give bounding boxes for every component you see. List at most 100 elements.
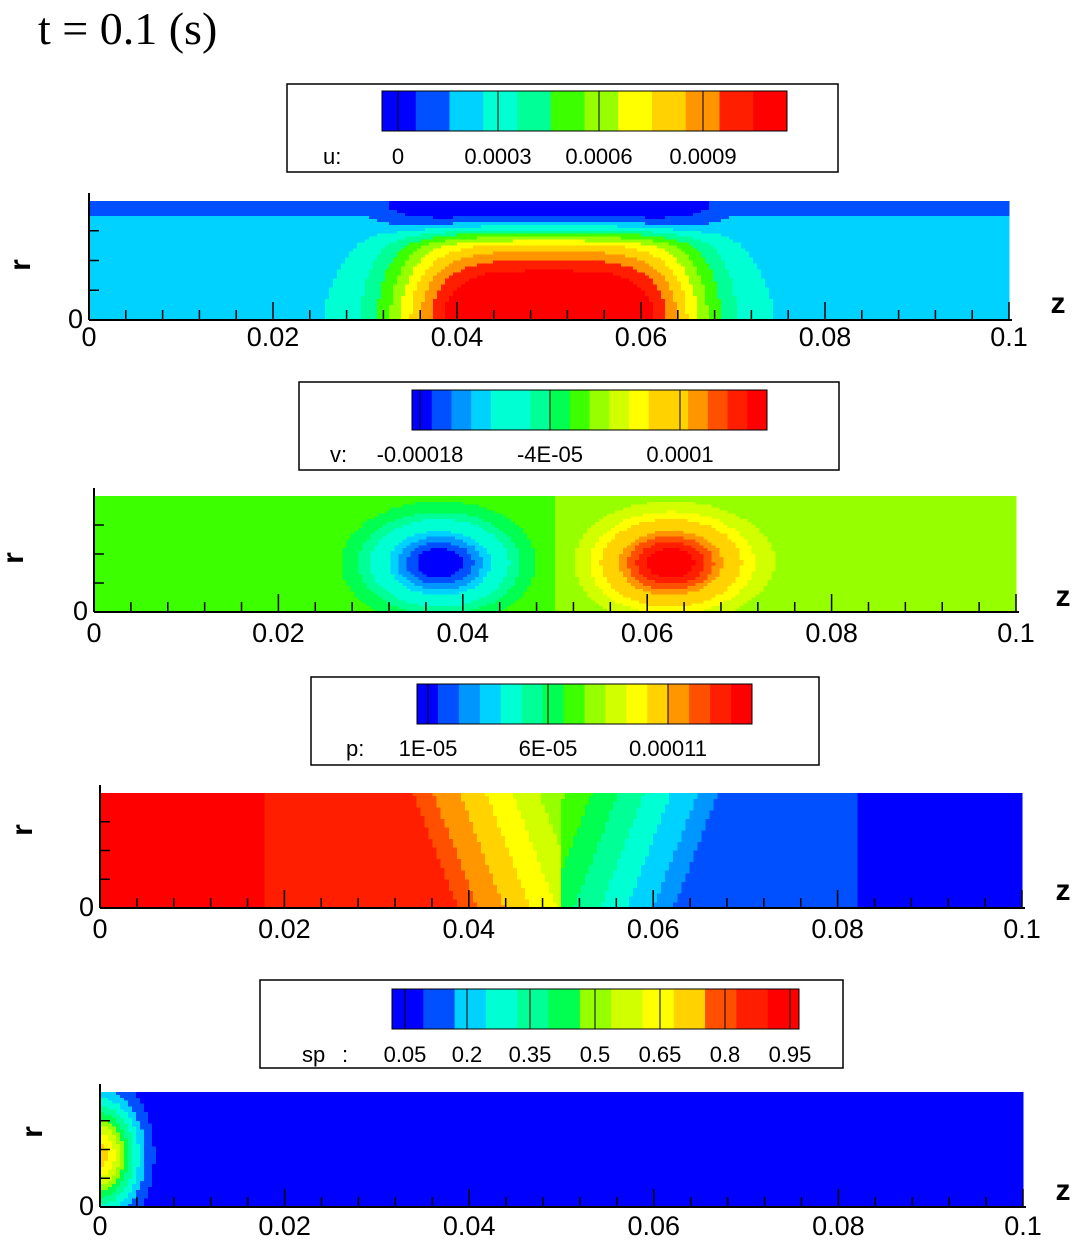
contour-cell [599, 559, 612, 564]
contour-cell [398, 556, 408, 561]
contour-cell [498, 597, 520, 601]
contour-cell [94, 507, 392, 512]
contour-cell [148, 1117, 1024, 1122]
contour-cell [94, 559, 344, 564]
contour-cell [577, 833, 602, 837]
contour-cell [512, 862, 542, 866]
contour-cell [735, 580, 749, 584]
contour-cell [585, 882, 610, 886]
contour-cell [508, 850, 538, 854]
contour-cell [767, 539, 1017, 543]
contour-cell [108, 1126, 117, 1130]
contour-cell [494, 510, 556, 514]
contour-cell [458, 597, 480, 601]
contour-cell [445, 254, 474, 259]
contour-cell [524, 887, 550, 892]
contour-cell [100, 1120, 109, 1125]
contour-cell [490, 565, 500, 570]
contour-cell [677, 305, 686, 309]
contour-cell [374, 609, 408, 613]
contour-cell [759, 530, 1017, 535]
contour-cell [761, 272, 1010, 276]
contour-cell [555, 591, 588, 596]
contour-cell [112, 1129, 117, 1133]
contour-cell [673, 850, 694, 854]
contour-cell [136, 1129, 145, 1133]
contour-cell [89, 275, 338, 279]
contour-cell [100, 833, 265, 837]
contour-cell [120, 1149, 125, 1153]
contour-cell [677, 278, 690, 282]
contour-cell [94, 571, 344, 575]
contour-cell [705, 296, 718, 300]
contour-cell [377, 254, 398, 259]
contour-cell [460, 862, 486, 866]
contour-cell [370, 571, 384, 575]
contour-cell [597, 847, 626, 852]
contour-cell [422, 551, 456, 555]
contour-cell [583, 585, 600, 590]
contour-cell [152, 1166, 1024, 1171]
contour-cell [378, 542, 388, 546]
contour-cell [528, 830, 554, 834]
contour-cell [100, 1126, 109, 1130]
contour-cell [579, 545, 596, 549]
contour-cell [350, 585, 368, 590]
contour-field-sp [100, 1092, 1024, 1208]
contour-cell [124, 1161, 129, 1165]
contour-cell [421, 239, 446, 244]
contour-cell [731, 554, 740, 558]
contour-cell [534, 551, 556, 555]
contour-cell [697, 266, 710, 271]
contour-cell [492, 876, 518, 880]
contour-cell [500, 833, 530, 837]
contour-cell [685, 266, 698, 271]
contour-cell [595, 583, 612, 587]
contour-cell [264, 856, 438, 860]
contour-cell [615, 536, 628, 541]
contour-cell [325, 311, 362, 315]
x-tick-label: 0.06 [627, 914, 680, 944]
contour-cell [673, 856, 694, 860]
contour-cell [677, 311, 686, 315]
contour-cell [699, 588, 712, 593]
contour-cell [637, 876, 666, 880]
contour-cell [409, 314, 422, 318]
colorbar-swatch [510, 390, 531, 430]
contour-cell [857, 867, 1023, 872]
contour-cell [353, 248, 382, 253]
contour-cell [382, 574, 396, 578]
contour-cell [436, 853, 458, 857]
colorbar-swatch [642, 989, 675, 1029]
contour-cell [472, 890, 498, 895]
contour-cell [707, 591, 724, 596]
contour-cell [727, 548, 740, 552]
contour-cell [623, 507, 720, 512]
colorbar-swatch [611, 989, 643, 1029]
contour-cell [504, 836, 530, 840]
contour-cell [488, 870, 518, 875]
contour-cell [478, 554, 492, 558]
contour-cell [264, 887, 450, 892]
contour-cell [100, 827, 265, 831]
contour-cell [743, 562, 757, 567]
contour-cell [733, 281, 766, 285]
contour-cell [635, 585, 652, 590]
contour-cell [743, 585, 765, 590]
contour-cell [398, 597, 424, 601]
contour-cell [413, 293, 426, 297]
contour-cell [458, 545, 476, 549]
contour-cell [857, 873, 1023, 877]
contour-cell [723, 591, 740, 596]
contour-cell [381, 251, 398, 256]
contour-cell [751, 577, 773, 581]
contour-cell [386, 545, 396, 549]
contour-cell [603, 606, 632, 610]
contour-cell [342, 574, 364, 578]
contour-cell [510, 603, 556, 607]
contour-cell [478, 533, 496, 538]
contour-cell [429, 242, 458, 247]
contour-cell [655, 530, 684, 535]
contour-cell [555, 574, 576, 578]
